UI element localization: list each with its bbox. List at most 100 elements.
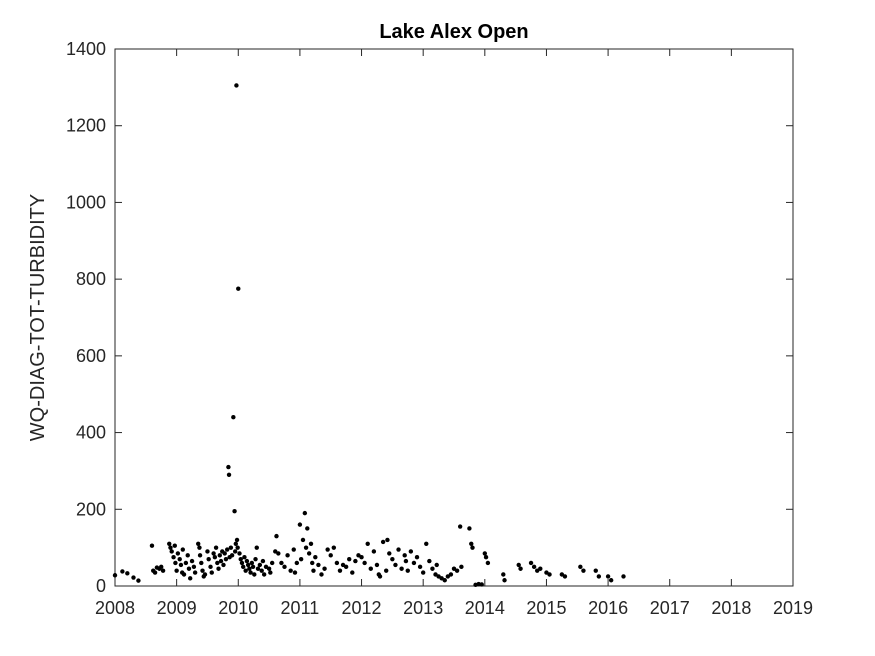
data-point (343, 564, 349, 570)
data-point (168, 545, 173, 550)
data-point (200, 568, 205, 573)
data-point (403, 558, 409, 564)
data-point (167, 541, 172, 547)
data-point (197, 553, 203, 558)
data-point (374, 562, 380, 568)
data-point (174, 568, 179, 573)
data-point (291, 547, 296, 552)
data-point (226, 464, 231, 470)
data-point (621, 574, 626, 579)
data-point (411, 560, 417, 566)
data-point (331, 545, 337, 550)
data-point (365, 541, 370, 547)
data-point (362, 560, 367, 566)
data-point (236, 286, 241, 291)
data-point (313, 555, 318, 560)
y-tick-label: 0 (96, 576, 106, 596)
y-tick-label: 800 (76, 269, 106, 289)
data-point (377, 574, 383, 579)
data-point (196, 541, 201, 547)
x-tick-label: 2014 (465, 598, 505, 618)
data-point (221, 562, 226, 568)
data-point (454, 568, 460, 573)
data-point (538, 566, 543, 571)
data-point (334, 560, 340, 566)
x-axis: 2008 2009 2010 2011 2012 2013 2014 2015 2016 2017… (95, 49, 813, 618)
data-point (238, 556, 243, 562)
x-tick-label: 2017 (650, 598, 690, 618)
data-point (260, 558, 266, 564)
data-point (250, 564, 256, 570)
data-point (175, 551, 181, 556)
data-point (608, 578, 614, 583)
data-point (212, 555, 218, 560)
data-point (427, 558, 432, 564)
data-point (501, 572, 506, 577)
data-point (206, 556, 211, 562)
data-point (244, 558, 250, 564)
data-point (285, 553, 290, 558)
data-point (547, 572, 552, 577)
y-tick-label: 600 (76, 346, 106, 366)
data-point (417, 564, 423, 570)
data-point (528, 560, 534, 566)
data-point (605, 574, 611, 579)
data-point (384, 568, 389, 573)
data-point (562, 574, 568, 579)
data-point (578, 564, 583, 570)
data-point (217, 553, 222, 558)
data-point (255, 566, 261, 571)
data-point (229, 553, 235, 558)
data-point (197, 545, 202, 550)
data-point (183, 560, 189, 566)
data-point (253, 556, 258, 562)
data-point (469, 541, 474, 547)
data-point (405, 568, 410, 573)
data-point (185, 553, 190, 558)
data-point (310, 560, 315, 566)
data-point (199, 560, 204, 566)
data-point (160, 568, 166, 573)
data-point (302, 510, 308, 516)
data-point (231, 415, 236, 420)
data-point (442, 578, 447, 583)
data-point (235, 545, 240, 550)
y-axis: 0 200 400 600 800 1000 1200 1400 (66, 39, 793, 596)
data-point (420, 570, 426, 575)
data-point (390, 556, 395, 562)
data-point (209, 570, 214, 575)
data-point (316, 562, 321, 568)
y-tick-label: 1200 (66, 116, 106, 136)
data-point (152, 570, 158, 575)
data-point (467, 526, 472, 531)
data-points (112, 83, 626, 588)
data-point (159, 564, 164, 570)
data-point (186, 566, 192, 571)
data-point (254, 545, 259, 550)
data-point (241, 564, 246, 570)
data-point (216, 566, 221, 571)
x-tick-label: 2011 (281, 598, 320, 618)
data-point (430, 566, 435, 571)
data-point (294, 560, 300, 566)
x-tick-label: 2008 (95, 598, 135, 618)
data-point (112, 573, 118, 578)
data-point (252, 572, 257, 577)
data-point (292, 570, 298, 575)
data-point (470, 545, 475, 550)
data-point (300, 537, 306, 543)
data-point (581, 568, 586, 573)
data-point (385, 537, 390, 543)
x-tick-label: 2010 (218, 598, 258, 618)
data-point (483, 555, 489, 560)
data-point (279, 560, 284, 566)
data-point (245, 562, 251, 568)
data-point (414, 555, 420, 560)
plot-area (114, 48, 794, 587)
y-tick-label: 1000 (66, 192, 106, 212)
data-point (222, 551, 227, 556)
data-point (239, 560, 245, 566)
data-point (257, 562, 263, 568)
data-point (213, 545, 219, 550)
